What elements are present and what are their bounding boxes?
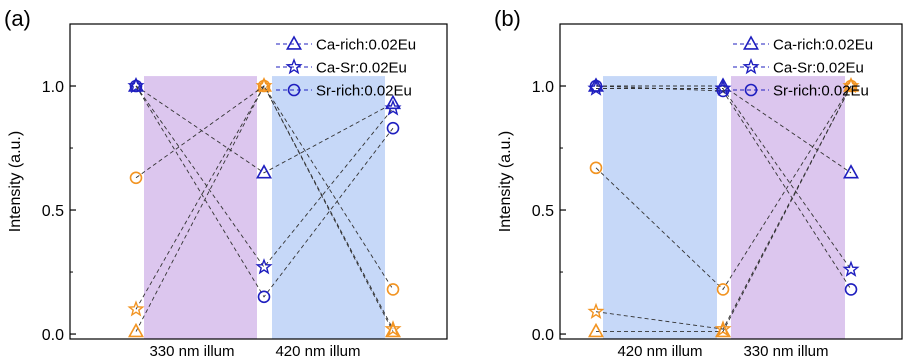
- series-line: [596, 88, 852, 270]
- legend-marker: [742, 35, 760, 50]
- series-line: [135, 85, 394, 330]
- x-band-label: 330 nm illum: [743, 343, 828, 360]
- data-point: [386, 283, 400, 296]
- series-line: [135, 85, 394, 298]
- data-point: [129, 79, 143, 93]
- data-point: [842, 260, 860, 277]
- series-line: [595, 85, 852, 290]
- legend-entry: Ca-rich:0.02Eu: [773, 37, 873, 54]
- data-point: [127, 322, 145, 338]
- data-point: [257, 290, 271, 304]
- data-point: [716, 283, 730, 296]
- series-line: [135, 85, 394, 290]
- data-point: [714, 320, 732, 337]
- x-band-label: 420 nm illum: [275, 343, 360, 360]
- data-point: [842, 164, 860, 179]
- data-point: [384, 99, 402, 116]
- panel-label: (a): [4, 6, 31, 31]
- plot-frame: [559, 23, 903, 340]
- series-line: [135, 85, 394, 268]
- chart-panel-b: 0.0 0.5 1.0 Intensity (a.u.) (b) 420 nm illum…: [494, 6, 903, 360]
- data-point: [589, 79, 603, 93]
- y-tick-label: 0.0: [532, 327, 554, 344]
- data-point: [386, 121, 400, 135]
- data-point: [255, 258, 273, 275]
- legend-marker: [285, 35, 303, 50]
- legend-entry: Sr-rich:0.02Eu: [316, 83, 412, 100]
- y-tick-label: 1.0: [42, 79, 64, 96]
- data-point: [257, 79, 271, 93]
- chart-panel-a: 0.0 0.5 1.0 Intensity (a.u.) (a) 330 nm illum…: [4, 6, 448, 360]
- legend-marker: [744, 83, 758, 97]
- data-point: [129, 171, 143, 185]
- illumination-band: [603, 76, 717, 339]
- data-point: [384, 320, 402, 337]
- data-point: [255, 164, 273, 179]
- series-line: [595, 85, 852, 291]
- series-line: [135, 85, 394, 174]
- x-band-label: 420 nm illum: [617, 343, 702, 360]
- data-point: [384, 94, 402, 110]
- legend-entry: Ca-Sr:0.02Eu: [773, 60, 864, 77]
- data-point: [844, 283, 858, 296]
- y-tick-label: 0.5: [532, 203, 554, 220]
- y-tick-label: 0.0: [42, 327, 64, 344]
- legend-entry: Ca-rich:0.02Eu: [316, 37, 416, 54]
- data-point: [716, 84, 730, 98]
- data-point: [589, 161, 603, 175]
- plot-frame: [69, 23, 448, 340]
- y-axis-label: Intensity (a.u.): [7, 131, 24, 232]
- y-axis-label: Intensity (a.u.): [497, 131, 514, 232]
- legend-entry: Ca-Sr:0.02Eu: [316, 60, 407, 77]
- legend-entry: Sr-rich:0.02Eu: [773, 83, 869, 100]
- data-point: [587, 322, 605, 338]
- data-point: [587, 302, 605, 319]
- legend-marker: [287, 83, 301, 97]
- data-point: [127, 300, 145, 317]
- data-point: [844, 79, 858, 93]
- legend-marker: [285, 58, 303, 75]
- y-tick-label: 0.5: [42, 203, 64, 220]
- panel-label: (b): [494, 6, 521, 31]
- y-tick-label: 1.0: [532, 79, 554, 96]
- series-line: [595, 85, 852, 330]
- x-band-label: 330 nm illum: [149, 343, 234, 360]
- legend-marker: [742, 58, 760, 75]
